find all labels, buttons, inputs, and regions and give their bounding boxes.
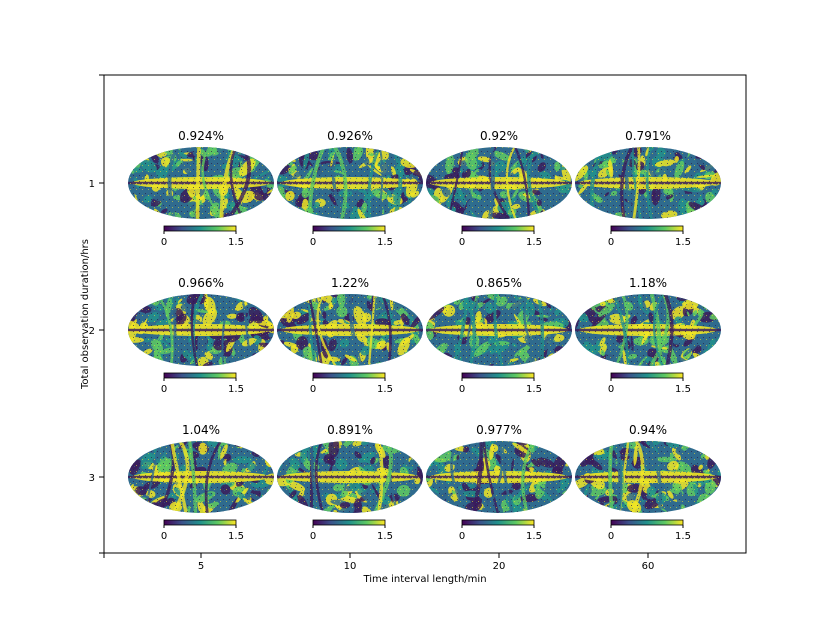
colorbar-max-label: 1.5 [228,384,244,395]
colorbar-max-label: 1.5 [377,237,393,248]
colorbar-max-label: 1.5 [526,384,542,395]
colorbar [461,372,535,379]
panels-layer: 0.924%0 1.50.926%0 1.50.92%0 1.50.791%0 1.50… [128,129,721,542]
sky-map [426,147,572,219]
colorbar [163,225,237,232]
colorbar-max-label: 1.5 [377,531,393,542]
colorbar-min-label: 0 [310,384,316,395]
colorbar-min-label: 0 [459,531,465,542]
panel-title: 1.18% [629,276,667,290]
colorbar [610,519,684,526]
sky-map-panel: 0.791% 0 1.5 [575,129,721,248]
panel-title: 1.04% [182,423,220,437]
y-tick-label: 3 [89,473,95,484]
colorbar [312,225,386,232]
colorbar [163,372,237,379]
sky-map [277,147,423,219]
y-tick-label: 1 [89,179,95,190]
sky-map-panel: 0.92% 0 1.5 [426,129,572,248]
x-axis-label: Time interval length/min [362,574,486,585]
colorbar [163,519,237,526]
x-tick-label: 5 [198,561,204,572]
colorbar-min-label: 0 [608,384,614,395]
sky-map [277,294,423,366]
sky-map [426,294,572,366]
colorbar-min-label: 0 [459,384,465,395]
colorbar [610,225,684,232]
panel-title: 1.22% [331,276,369,290]
panel-title: 0.926% [327,129,373,143]
sky-map-panel: 0.926% 0 1.5 [277,129,423,248]
sky-map-panel: 0.891% 0 1.5 [277,423,423,542]
sky-map-panel: 1.22% 0 1.5 [277,276,423,395]
sky-map-panel: 0.924% 0 1.5 [128,129,274,248]
sky-map [575,441,721,513]
colorbar-min-label: 0 [161,237,167,248]
ticks-layer: 5 10 20 60 1 2 3 [89,179,655,572]
panel-title: 0.92% [480,129,518,143]
panel-title: 0.891% [327,423,373,437]
sky-map-panel: 1.04% 0 1.5 [128,423,274,542]
y-tick-label: 2 [89,326,95,337]
panel-title: 0.791% [625,129,671,143]
colorbar [312,519,386,526]
x-tick-label: 20 [493,561,506,572]
colorbar-max-label: 1.5 [228,237,244,248]
colorbar-max-label: 1.5 [377,384,393,395]
panel-title: 0.966% [178,276,224,290]
colorbar [610,372,684,379]
y-axis-label: Total observation duration/hrs [80,239,91,390]
colorbar [461,225,535,232]
panel-title: 0.94% [629,423,667,437]
sky-map-panel: 1.18% 0 1.5 [575,276,721,395]
colorbar-min-label: 0 [310,237,316,248]
colorbar-max-label: 1.5 [228,531,244,542]
sky-map-panel: 0.94% 0 1.5 [575,423,721,542]
sky-map [575,294,721,366]
colorbar-max-label: 1.5 [675,384,691,395]
x-tick-label: 60 [642,561,655,572]
colorbar-max-label: 1.5 [675,531,691,542]
sky-map-panel: 0.865% 0 1.5 [426,276,572,395]
colorbar-min-label: 0 [608,237,614,248]
panel-title: 0.977% [476,423,522,437]
colorbar-min-label: 0 [608,531,614,542]
sky-map [277,441,423,513]
colorbar-min-label: 0 [161,384,167,395]
sky-map [128,441,274,513]
sky-map [426,441,572,513]
panel-title: 0.924% [178,129,224,143]
colorbar-min-label: 0 [459,237,465,248]
colorbar [461,519,535,526]
sky-map [128,294,274,366]
sky-map [575,147,721,219]
colorbar [312,372,386,379]
sky-map [128,147,274,219]
sky-map-panel: 0.977% 0 1.5 [426,423,572,542]
panel-title: 0.865% [476,276,522,290]
colorbar-max-label: 1.5 [675,237,691,248]
colorbar-max-label: 1.5 [526,531,542,542]
axes-frame [103,74,747,554]
colorbar-max-label: 1.5 [526,237,542,248]
colorbar-min-label: 0 [161,531,167,542]
sky-map-panel: 0.966% 0 1.5 [128,276,274,395]
colorbar-min-label: 0 [310,531,316,542]
x-tick-label: 10 [344,561,357,572]
